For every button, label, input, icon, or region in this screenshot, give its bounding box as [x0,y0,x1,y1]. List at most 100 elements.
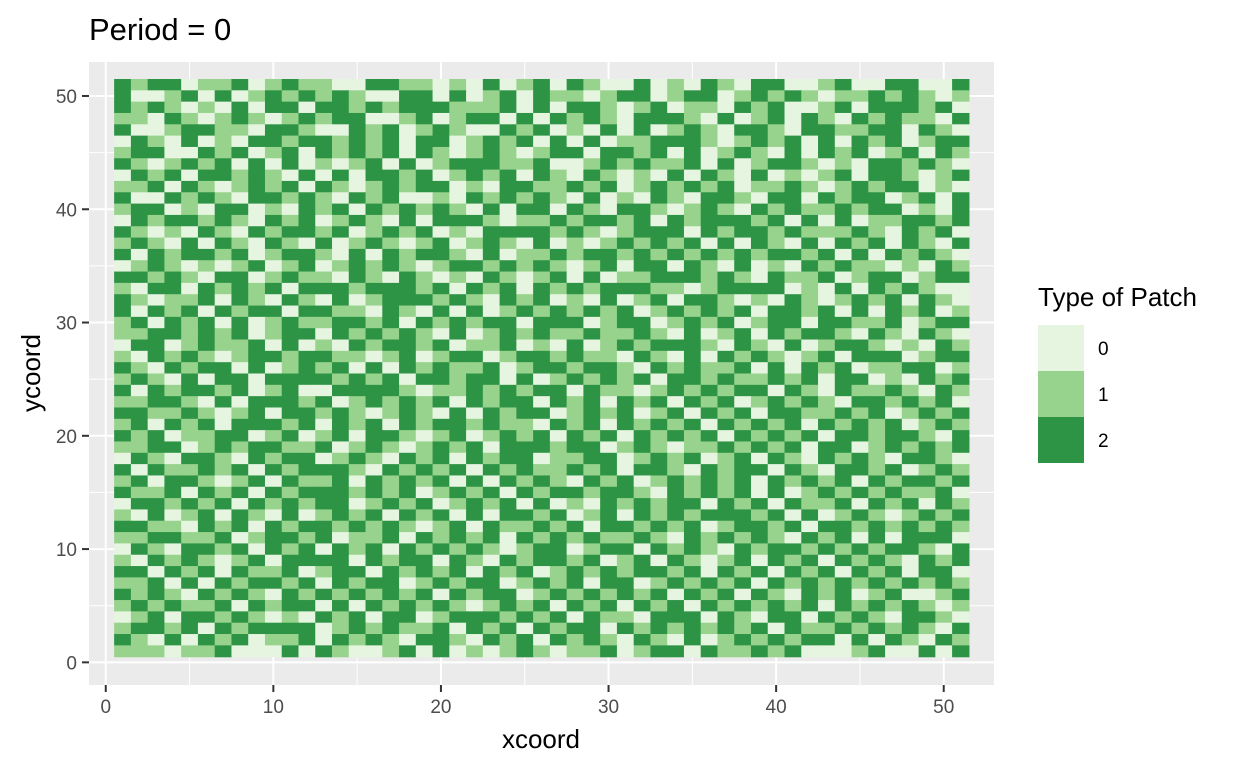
heatmap-cell [365,124,383,137]
heatmap-cell [549,532,568,545]
heatmap-cell [750,384,769,397]
heatmap-cell [650,339,668,352]
heatmap-cell [851,430,869,443]
heatmap-cell [348,180,367,193]
heatmap-cell [533,101,551,114]
heatmap-cell [566,396,584,409]
heatmap-cell [901,634,920,646]
heatmap-cell [214,396,233,409]
heatmap-cell [600,328,618,341]
heatmap-cell [918,124,936,137]
heatmap-cell [616,532,635,545]
heatmap-cell [415,112,434,125]
heatmap-cell [801,373,819,386]
heatmap-cell [566,350,584,363]
heatmap-cell [952,90,970,103]
heatmap-cell [935,282,953,295]
heatmap-cell [449,566,467,578]
heatmap-cell [449,180,467,193]
heatmap-cell [482,124,501,137]
heatmap-cell [197,645,216,658]
heatmap-cell [214,158,233,171]
heatmap-cell [801,294,819,307]
heatmap-cell [566,577,584,590]
heatmap-cell [935,475,953,488]
heatmap-cell [415,226,434,239]
heatmap-cell [784,248,802,261]
heatmap-cell [868,509,886,522]
heatmap-cell [449,158,467,171]
heatmap-cell [482,271,501,284]
heatmap-cell [784,498,802,511]
heatmap-cell [231,384,249,397]
heatmap-cell [767,305,786,318]
heatmap-cell [952,316,970,329]
heatmap-cell [415,158,434,171]
heatmap-cell [868,294,886,307]
heatmap-cell [784,464,802,477]
heatmap-cell [332,543,350,556]
heatmap-cell [181,566,199,578]
heatmap-cell [298,146,316,159]
heatmap-cell [164,384,182,397]
heatmap-cell [667,214,685,227]
heatmap-cell [264,384,283,397]
heatmap-cell [231,282,249,295]
heatmap-cell [466,441,484,454]
heatmap-cell [868,271,886,284]
heatmap-cell [466,203,484,216]
heatmap-cell [600,203,618,216]
heatmap-cell [499,180,517,193]
heatmap-cell [164,532,182,545]
heatmap-cell [616,158,635,171]
heatmap-cell [298,271,316,284]
heatmap-cell [147,112,166,125]
heatmap-cell [147,339,166,352]
heatmap-cell [264,622,283,635]
heatmap-cell [918,441,936,454]
heatmap-cell [533,634,551,646]
heatmap-cell [399,294,417,307]
heatmap-cell [382,101,400,114]
heatmap-cell [750,282,769,295]
heatmap-cell [667,282,685,295]
heatmap-cell [533,339,551,352]
heatmap-cell [734,430,752,443]
heatmap-cell [600,611,618,624]
heatmap-cell [348,645,367,658]
heatmap-cell [130,305,149,318]
heatmap-cell [717,498,735,511]
heatmap-cell [181,316,199,329]
heatmap-cell [147,78,166,91]
heatmap-cell [348,169,367,182]
heatmap-cell [499,407,517,420]
heatmap-cell [868,543,886,556]
heatmap-cell [734,554,752,567]
heatmap-cell [583,475,601,488]
heatmap-cell [549,554,568,567]
heatmap-cell [114,498,132,511]
heatmap-cell [432,350,450,363]
heatmap-cell [382,452,400,465]
heatmap-cell [734,305,752,318]
heatmap-cell [348,588,367,601]
heatmap-cell [281,146,300,159]
heatmap-cell [114,577,132,590]
heatmap-cell [750,158,769,171]
heatmap-cell [885,396,903,409]
heatmap-cell [516,294,534,307]
heatmap-cell [633,475,652,488]
heatmap-cell [298,316,316,329]
heatmap-cell [683,464,702,477]
heatmap-cell [650,577,668,590]
heatmap-cell [147,384,166,397]
heatmap-cell [566,192,584,205]
heatmap-cell [851,611,869,624]
heatmap-cell [432,384,450,397]
heatmap-cell [834,577,853,590]
heatmap-cell [784,169,802,182]
heatmap-cell [667,509,685,522]
heatmap-cell [750,498,769,511]
heatmap-cell [818,294,836,307]
heatmap-cell [549,169,568,182]
